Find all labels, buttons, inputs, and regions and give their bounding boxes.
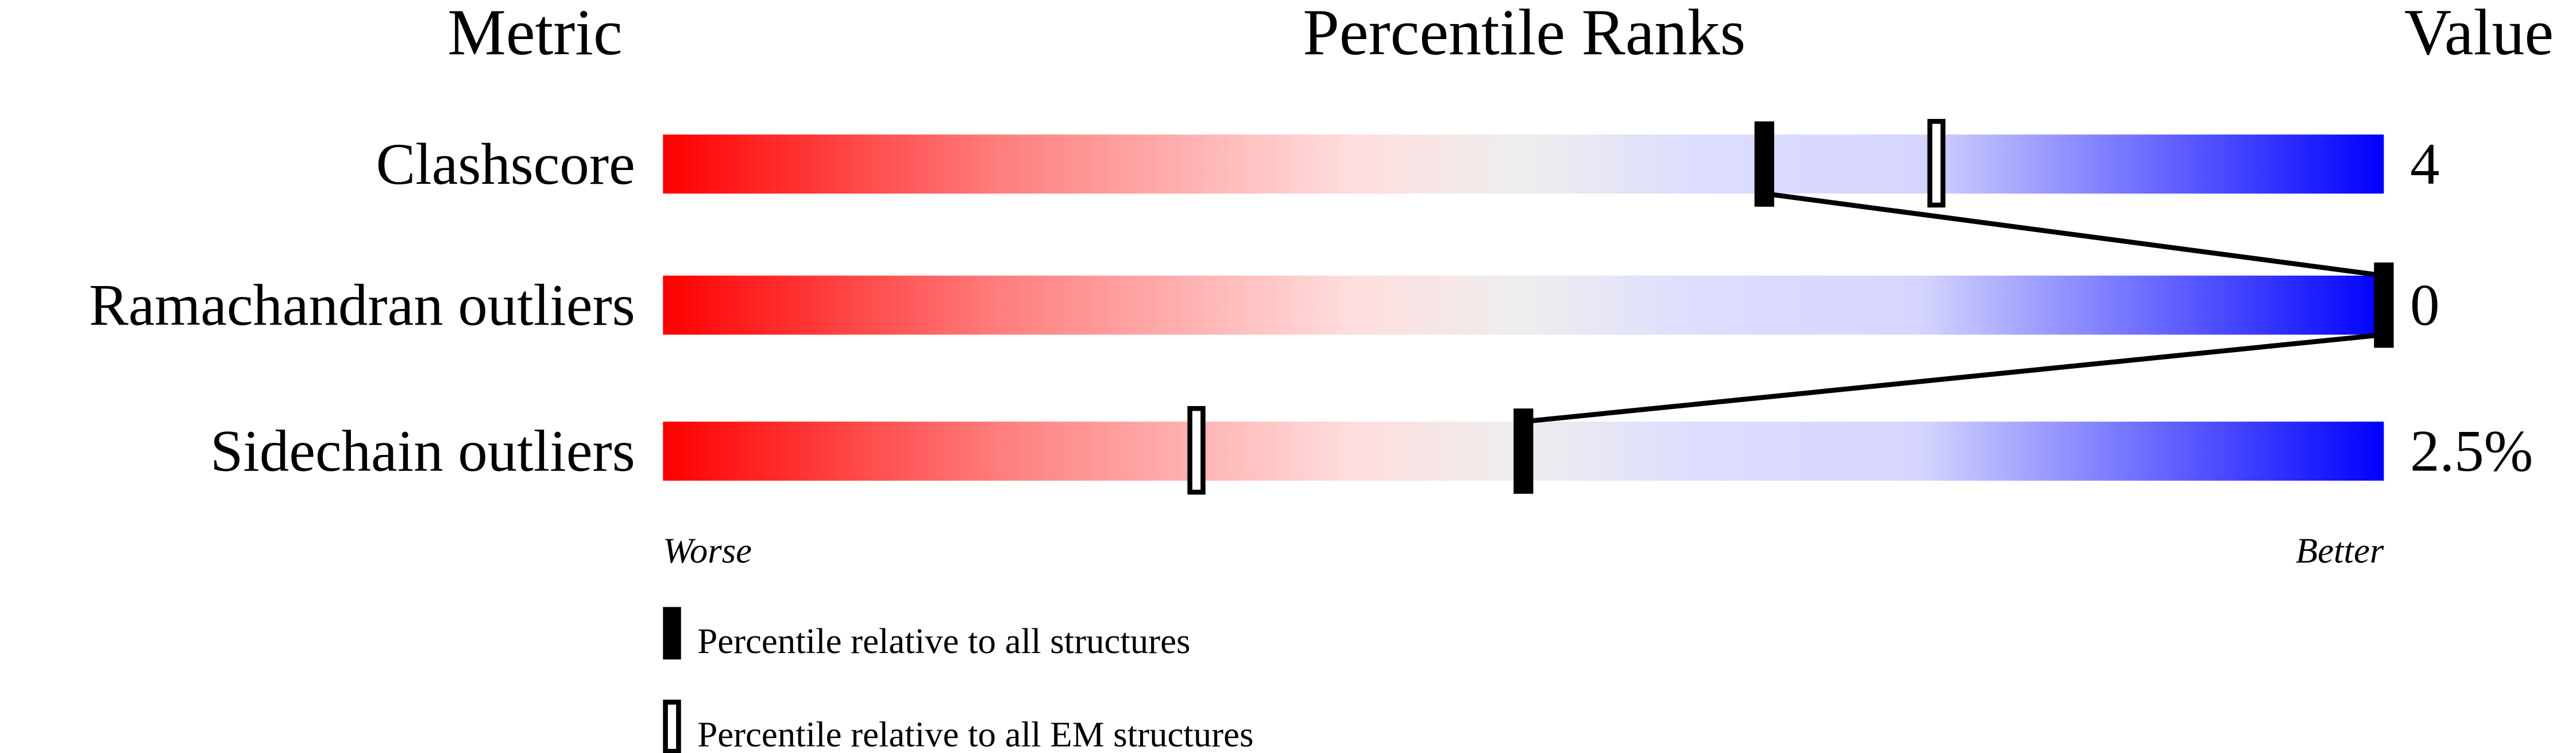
header-percentile-ranks: Percentile Ranks bbox=[1303, 0, 1745, 68]
all-percentile-marker bbox=[2374, 262, 2394, 348]
metric-value: 2.5% bbox=[2410, 419, 2533, 484]
axis-label-worse: Worse bbox=[663, 531, 752, 571]
legend-em-structures: Percentile relative to all EM structures bbox=[697, 715, 1253, 753]
metric-value: 0 bbox=[2410, 273, 2439, 338]
header-value: Value bbox=[2404, 0, 2554, 68]
metric-label: Ramachandran outliers bbox=[89, 273, 635, 338]
legend-open-marker bbox=[663, 700, 681, 753]
em-percentile-marker bbox=[1187, 406, 1206, 495]
percentile-bar bbox=[663, 134, 2384, 194]
axis-label-better: Better bbox=[2296, 531, 2384, 571]
percentile-bar bbox=[663, 275, 2384, 335]
metric-label: Sidechain outliers bbox=[210, 419, 635, 484]
all-percentile-marker bbox=[1513, 408, 1534, 494]
em-percentile-marker bbox=[1927, 119, 1946, 208]
all-percentile-marker bbox=[1754, 121, 1774, 207]
header-metric: Metric bbox=[447, 0, 622, 68]
legend-filled-marker bbox=[663, 607, 681, 660]
legend-all-structures: Percentile relative to all structures bbox=[697, 621, 1190, 661]
metric-label: Clashscore bbox=[376, 132, 635, 197]
metric-value: 4 bbox=[2410, 132, 2439, 197]
